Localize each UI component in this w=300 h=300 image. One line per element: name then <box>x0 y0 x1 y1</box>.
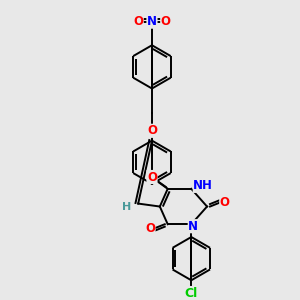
Text: O: O <box>161 15 171 28</box>
Text: N: N <box>147 15 157 28</box>
Text: Cl: Cl <box>185 286 198 300</box>
Text: O: O <box>145 222 155 235</box>
Text: O: O <box>220 196 230 209</box>
Text: O: O <box>147 170 157 184</box>
Text: NH: NH <box>193 179 213 192</box>
Text: O: O <box>147 124 157 137</box>
Text: O: O <box>133 15 143 28</box>
Text: H: H <box>122 202 131 212</box>
Text: N: N <box>188 220 198 233</box>
